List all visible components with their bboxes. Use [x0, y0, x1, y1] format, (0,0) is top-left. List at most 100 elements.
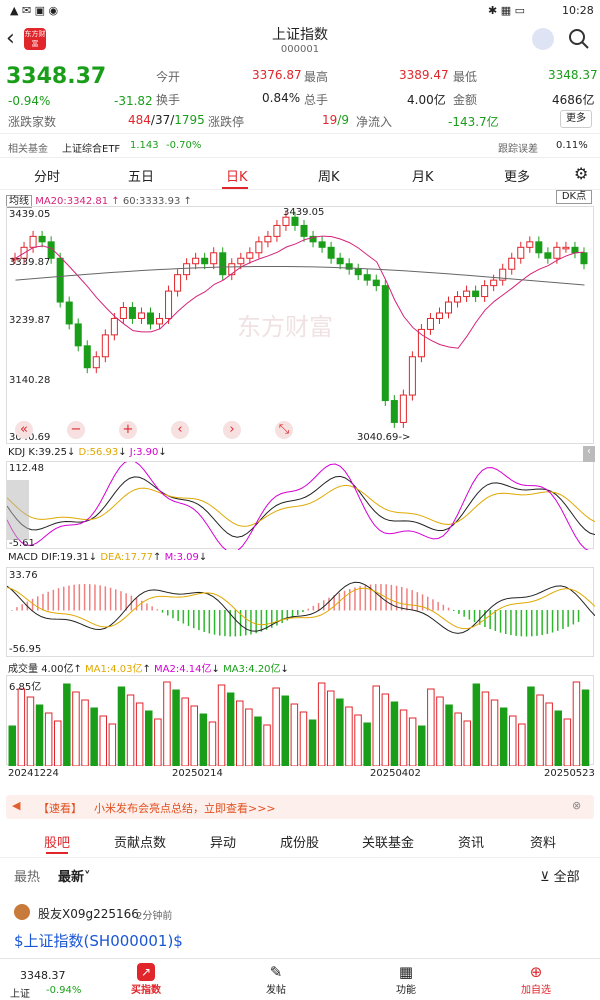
limit-counts: 19/9: [322, 113, 349, 127]
macd-bar: [323, 600, 325, 611]
fullscreen-icon[interactable]: ⤡: [275, 421, 293, 439]
volume-bar: [245, 708, 253, 766]
zoom-out-icon[interactable]: −: [67, 421, 85, 439]
scroll-left-fast-icon[interactable]: «: [15, 421, 33, 439]
kdj-svg: [7, 462, 595, 550]
macd-bar: [499, 610, 502, 633]
d-line: [7, 484, 595, 527]
news-banner[interactable]: ◀ 【速看】 小米发布会亮点总结，立即查看>>> ⊗: [6, 795, 594, 819]
volume-svg: [8, 681, 590, 766]
filter-all[interactable]: ⊻ 全部: [540, 870, 580, 885]
kdj-chart[interactable]: 112.48 -5.61 ‹: [6, 446, 595, 550]
post-content[interactable]: $上证指数(SH000001)$: [14, 932, 183, 950]
volume-ymax: 6.85亿: [9, 682, 42, 693]
dk-point-button[interactable]: DK点: [556, 190, 592, 204]
macd-bar: [47, 591, 49, 611]
y-label: 3040.69: [9, 432, 51, 443]
left-handle[interactable]: [7, 480, 29, 540]
y-label: 3140.28: [9, 375, 51, 386]
candle-body: [92, 356, 100, 369]
stat-label: 金额: [453, 93, 478, 107]
candle-body: [146, 312, 154, 325]
candle-body: [11, 257, 19, 261]
candle-body: [128, 307, 136, 319]
volume-bar: [390, 701, 399, 766]
macd-bar: [364, 585, 367, 611]
macd-bar: [442, 604, 445, 611]
tab-news[interactable]: 资讯: [458, 836, 485, 851]
candle-body: [580, 252, 588, 265]
tab-components[interactable]: 成份股: [280, 836, 320, 851]
grid-icon: ▦: [398, 963, 414, 981]
macd-bar: [156, 609, 159, 611]
tab-guba[interactable]: 股吧: [44, 836, 71, 851]
tab-profile[interactable]: 资料: [530, 836, 557, 851]
candle-body: [517, 246, 525, 259]
candle-body: [228, 263, 236, 276]
scroll-right-icon[interactable]: ›: [223, 421, 241, 439]
macd-bar: [541, 610, 543, 636]
macd-bar: [234, 610, 237, 637]
candle-body: [101, 334, 109, 358]
candle-body: [381, 285, 389, 402]
zoom-in-icon[interactable]: +: [119, 421, 137, 439]
search-icon[interactable]: [568, 28, 590, 50]
active-nav-indicator: [46, 852, 68, 854]
candle-body: [345, 263, 353, 270]
macd-bar: [520, 610, 523, 637]
tab-month-k[interactable]: 月K: [412, 170, 434, 185]
volume-chart[interactable]: 6.85亿: [6, 675, 594, 766]
fund-label: 相关基金: [8, 144, 48, 155]
candle-body: [390, 400, 398, 423]
macd-bar: [302, 610, 304, 613]
volume-bar: [154, 718, 162, 766]
macd-bar: [99, 585, 101, 611]
tab-week-k[interactable]: 周K: [318, 170, 340, 185]
macd-bar: [572, 610, 575, 625]
change-pct: -0.94%: [8, 94, 51, 108]
function-button[interactable]: ▦ 功能: [386, 963, 426, 996]
buy-index-button[interactable]: ↗ 买指数: [131, 963, 161, 996]
fund-row[interactable]: 相关基金 上证综合ETF 1.143 -0.70% 跟踪误差 0.11%: [0, 133, 600, 158]
candle-body: [201, 257, 209, 265]
user-avatar[interactable]: [14, 904, 30, 920]
macd-chart[interactable]: 33.76 -56.95: [6, 567, 595, 657]
tab-day-k[interactable]: 日K: [226, 170, 248, 185]
macd-bar: [328, 597, 330, 611]
tab-more[interactable]: 更多: [504, 170, 531, 185]
macd-bar: [463, 610, 465, 617]
tab-contribution[interactable]: 贡献点数: [114, 836, 167, 851]
add-watchlist-button[interactable]: ⊕ 加自选: [514, 963, 558, 996]
volume-bar: [8, 725, 16, 766]
candlestick-chart[interactable]: 东方财富 3439.05 3339.87 3239.87 3140.28 304…: [6, 206, 594, 444]
macd-bar: [354, 587, 356, 611]
post-username[interactable]: 股友X09g225166: [38, 907, 139, 921]
back-icon[interactable]: ‹: [6, 26, 15, 51]
post-button[interactable]: ✎ 发帖: [256, 963, 296, 996]
scroll-left-icon[interactable]: ‹: [171, 421, 189, 439]
volume-bar: [254, 716, 262, 766]
tab-movement[interactable]: 异动: [210, 836, 237, 851]
candle-body: [119, 307, 127, 319]
candle-body: [435, 312, 443, 319]
stat-value: 4686亿: [552, 93, 595, 107]
collapse-arrow-icon[interactable]: ‹: [583, 446, 595, 462]
tab-related-funds[interactable]: 关联基金: [362, 836, 415, 851]
macd-bar: [406, 588, 408, 611]
ma60-label: 60:3333.93: [122, 196, 181, 207]
macd-bar: [473, 610, 476, 623]
indicator-selector[interactable]: 均线: [6, 195, 32, 208]
filter-new[interactable]: 最新˅: [58, 870, 91, 885]
filter-hot[interactable]: 最热: [14, 870, 41, 885]
chart-up-icon: ↗: [137, 963, 155, 981]
close-icon[interactable]: ⊗: [572, 799, 582, 812]
more-button[interactable]: 更多: [560, 110, 592, 128]
settings-gear-icon[interactable]: ⚙: [574, 164, 589, 183]
tab-five-day[interactable]: 五日: [128, 170, 155, 185]
tab-timeshare[interactable]: 分时: [34, 170, 61, 185]
candle-body: [137, 312, 145, 319]
status-time: 10:28: [562, 4, 594, 17]
stat-label: 今开: [156, 70, 181, 84]
macd-bar: [57, 588, 60, 611]
robot-avatar-icon[interactable]: [532, 28, 554, 50]
